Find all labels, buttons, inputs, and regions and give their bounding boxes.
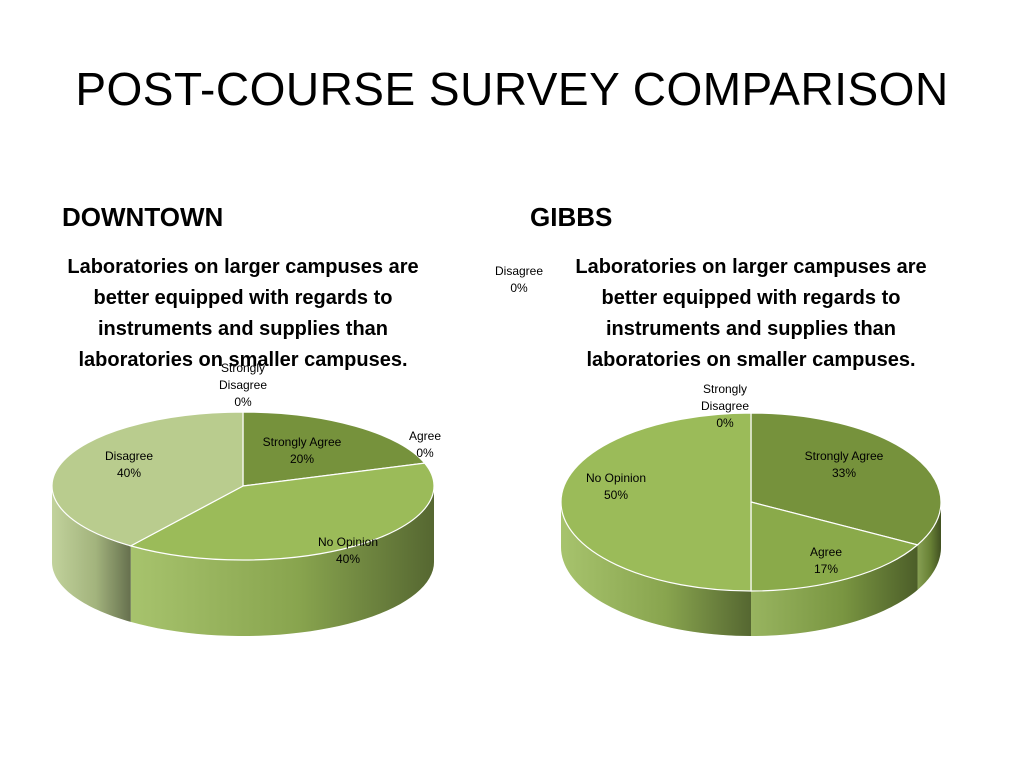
gibbs-label-no-opinion: No Opinion 50% [586, 471, 646, 502]
slide-title: POST-COURSE SURVEY COMPARISON [75, 63, 949, 115]
downtown-label-no-opinion: No Opinion 40% [318, 535, 378, 566]
gibbs-chart-title: Laboratories on larger campuses are bett… [575, 256, 927, 371]
downtown-chart-title: Laboratories on larger campuses are bett… [67, 256, 419, 371]
gibbs-slice-agree [750, 501, 919, 592]
downtown-pie: Strongly Agree 20% Agree 0% No Opinion 40% Dis… [51, 361, 441, 636]
gibbs-pie: Strongly Agree 33% Agree 17% No Opinion 50% Di… [495, 264, 942, 636]
gibbs-label-strongly-agree: Strongly Agree 33% [805, 449, 884, 480]
downtown-label-strongly-disagree: Strongly Disagree 0% [219, 361, 267, 409]
gibbs-label-agree: Agree 17% [810, 545, 842, 576]
gibbs-label-disagree: Disagree 0% [495, 264, 543, 295]
downtown-side-shade-disagree [52, 486, 131, 622]
gibbs-side-shade-no-opinion [561, 502, 751, 636]
downtown-slice-strongly-agree [242, 411, 426, 487]
gibbs-label-strongly-disagree: Strongly Disagree 0% [701, 382, 749, 430]
downtown-side-shade-no-opinion [130, 486, 434, 636]
downtown-label-agree: Agree 0% [409, 429, 441, 460]
gibbs-side-shade-agree [751, 544, 918, 636]
gibbs-slice-no-opinion [560, 412, 752, 592]
downtown-label-disagree: Disagree 40% [105, 449, 153, 480]
gibbs-heading: GIBBS [530, 202, 613, 232]
downtown-label-strongly-agree: Strongly Agree 20% [263, 435, 342, 466]
downtown-heading: DOWNTOWN [62, 202, 224, 232]
gibbs-slice-strongly-agree [750, 412, 942, 546]
downtown-slice-disagree [51, 411, 244, 547]
downtown-slice-no-opinion [129, 462, 435, 561]
